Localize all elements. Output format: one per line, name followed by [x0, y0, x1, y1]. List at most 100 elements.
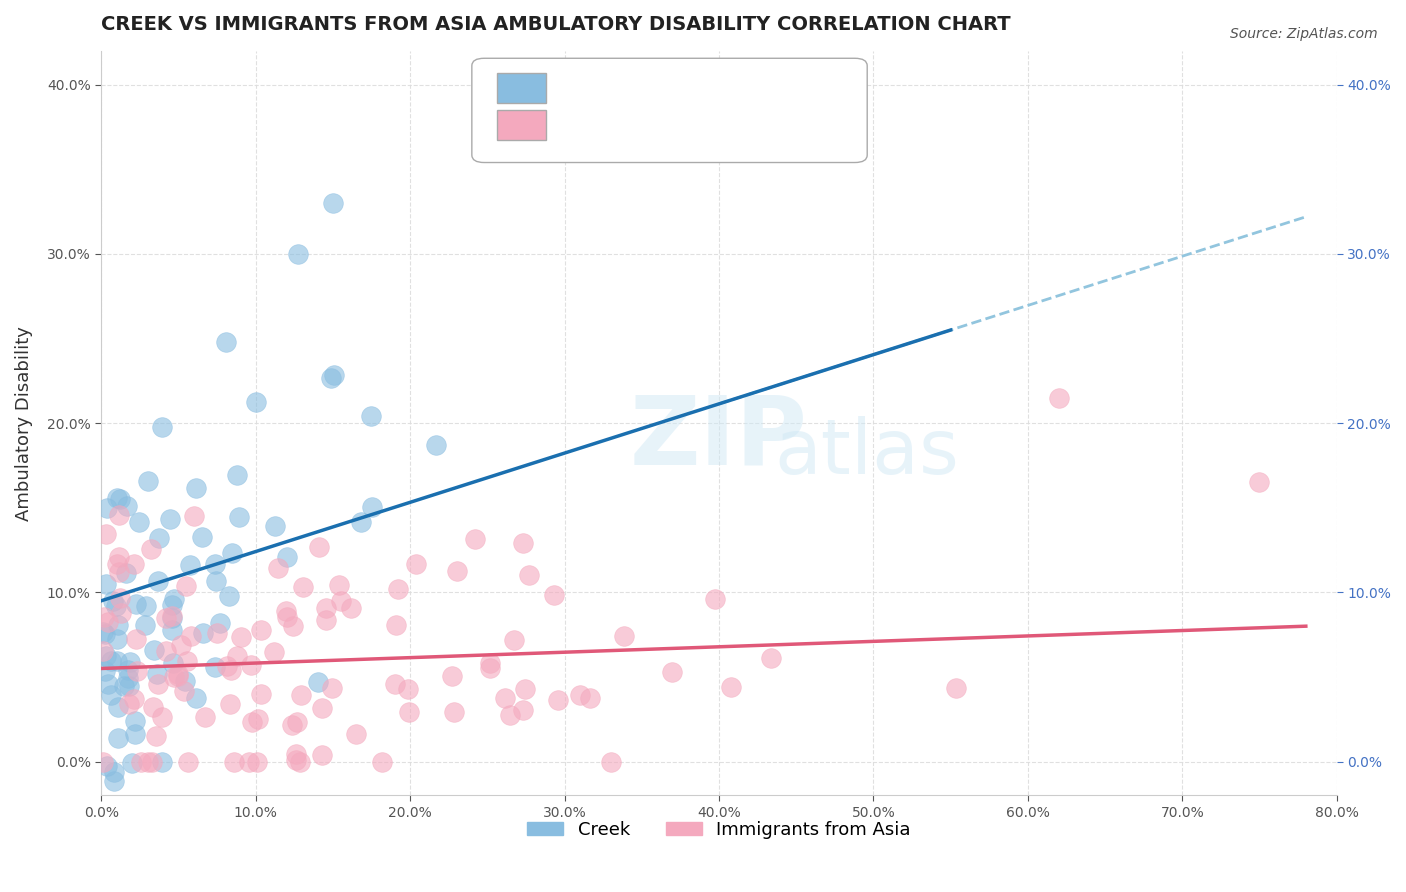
Point	[134, 617, 156, 632]
Point	[105, 654, 128, 668]
Point	[97, 677, 120, 691]
Point	[340, 601, 363, 615]
Point	[384, 618, 406, 632]
Point	[173, 684, 195, 698]
Point	[290, 688, 312, 702]
Legend: Creek, Immigrants from Asia: Creek, Immigrants from Asia	[520, 814, 918, 846]
Point	[136, 474, 159, 488]
Point	[136, 755, 159, 769]
Point	[315, 613, 337, 627]
Point	[160, 598, 183, 612]
Point	[100, 688, 122, 702]
Point	[98, 805, 121, 820]
Point	[1249, 475, 1271, 490]
Point	[494, 691, 516, 706]
Point	[238, 755, 260, 769]
Point	[148, 532, 170, 546]
Point	[464, 533, 486, 547]
Point	[322, 368, 344, 382]
Point	[155, 644, 177, 658]
Point	[720, 680, 742, 694]
Point	[96, 500, 118, 515]
Point	[155, 611, 177, 625]
Point	[101, 855, 124, 870]
Point	[150, 420, 173, 434]
Point	[148, 677, 170, 691]
Point	[405, 558, 427, 572]
Text: R =: R =	[564, 79, 595, 97]
Text: CREEK VS IMMIGRANTS FROM ASIA AMBULATORY DISABILITY CORRELATION CHART: CREEK VS IMMIGRANTS FROM ASIA AMBULATORY…	[101, 15, 1011, 34]
Point	[105, 632, 128, 647]
Point	[91, 644, 114, 658]
Point	[284, 753, 307, 767]
Text: N =: N =	[700, 116, 733, 135]
Point	[543, 588, 565, 602]
Point	[127, 665, 149, 679]
Point	[108, 508, 131, 522]
Point	[569, 688, 592, 702]
Point	[110, 606, 132, 620]
Point	[91, 755, 114, 769]
Point	[228, 510, 250, 524]
Point	[141, 755, 163, 769]
Point	[160, 609, 183, 624]
Point	[350, 515, 373, 529]
Point	[759, 651, 782, 665]
Point	[128, 515, 150, 529]
Point	[288, 755, 311, 769]
Point	[174, 673, 197, 688]
Point	[215, 658, 238, 673]
Bar	[496, 73, 546, 103]
Point	[600, 755, 623, 769]
Point	[112, 679, 135, 693]
Point	[398, 705, 420, 719]
Point	[661, 665, 683, 679]
Point	[499, 708, 522, 723]
Y-axis label: Ambulatory Disability: Ambulatory Disability	[15, 326, 32, 521]
Point	[396, 681, 419, 696]
Point	[240, 714, 263, 729]
Point	[226, 467, 249, 482]
Point	[179, 558, 201, 573]
Point	[246, 712, 269, 726]
Point	[93, 805, 115, 819]
Point	[145, 729, 167, 743]
Point	[321, 681, 343, 695]
FancyBboxPatch shape	[472, 58, 868, 162]
Point	[440, 669, 463, 683]
Point	[108, 549, 131, 564]
Text: Source: ZipAtlas.com: Source: ZipAtlas.com	[1230, 27, 1378, 41]
Point	[146, 667, 169, 681]
Point	[446, 564, 468, 578]
Point	[225, 649, 247, 664]
Point	[322, 196, 344, 211]
Point	[328, 578, 350, 592]
Point	[118, 680, 141, 694]
Point	[159, 512, 181, 526]
Point	[387, 582, 409, 596]
Bar	[496, 111, 546, 140]
Point	[191, 626, 214, 640]
Point	[141, 542, 163, 557]
Point	[204, 660, 226, 674]
Point	[94, 627, 117, 641]
Point	[174, 578, 197, 592]
Point	[443, 705, 465, 719]
Text: N =: N =	[700, 79, 733, 97]
Point	[107, 557, 129, 571]
Point	[344, 727, 367, 741]
Point	[276, 609, 298, 624]
Point	[284, 747, 307, 761]
Point	[100, 654, 122, 668]
Point	[250, 687, 273, 701]
Point	[104, 599, 127, 613]
Point	[177, 755, 200, 769]
Point	[330, 593, 353, 607]
Point	[91, 820, 114, 834]
Point	[150, 755, 173, 769]
Point	[280, 718, 302, 732]
Point	[267, 561, 290, 575]
Point	[222, 755, 245, 769]
Point	[160, 623, 183, 637]
Point	[315, 600, 337, 615]
